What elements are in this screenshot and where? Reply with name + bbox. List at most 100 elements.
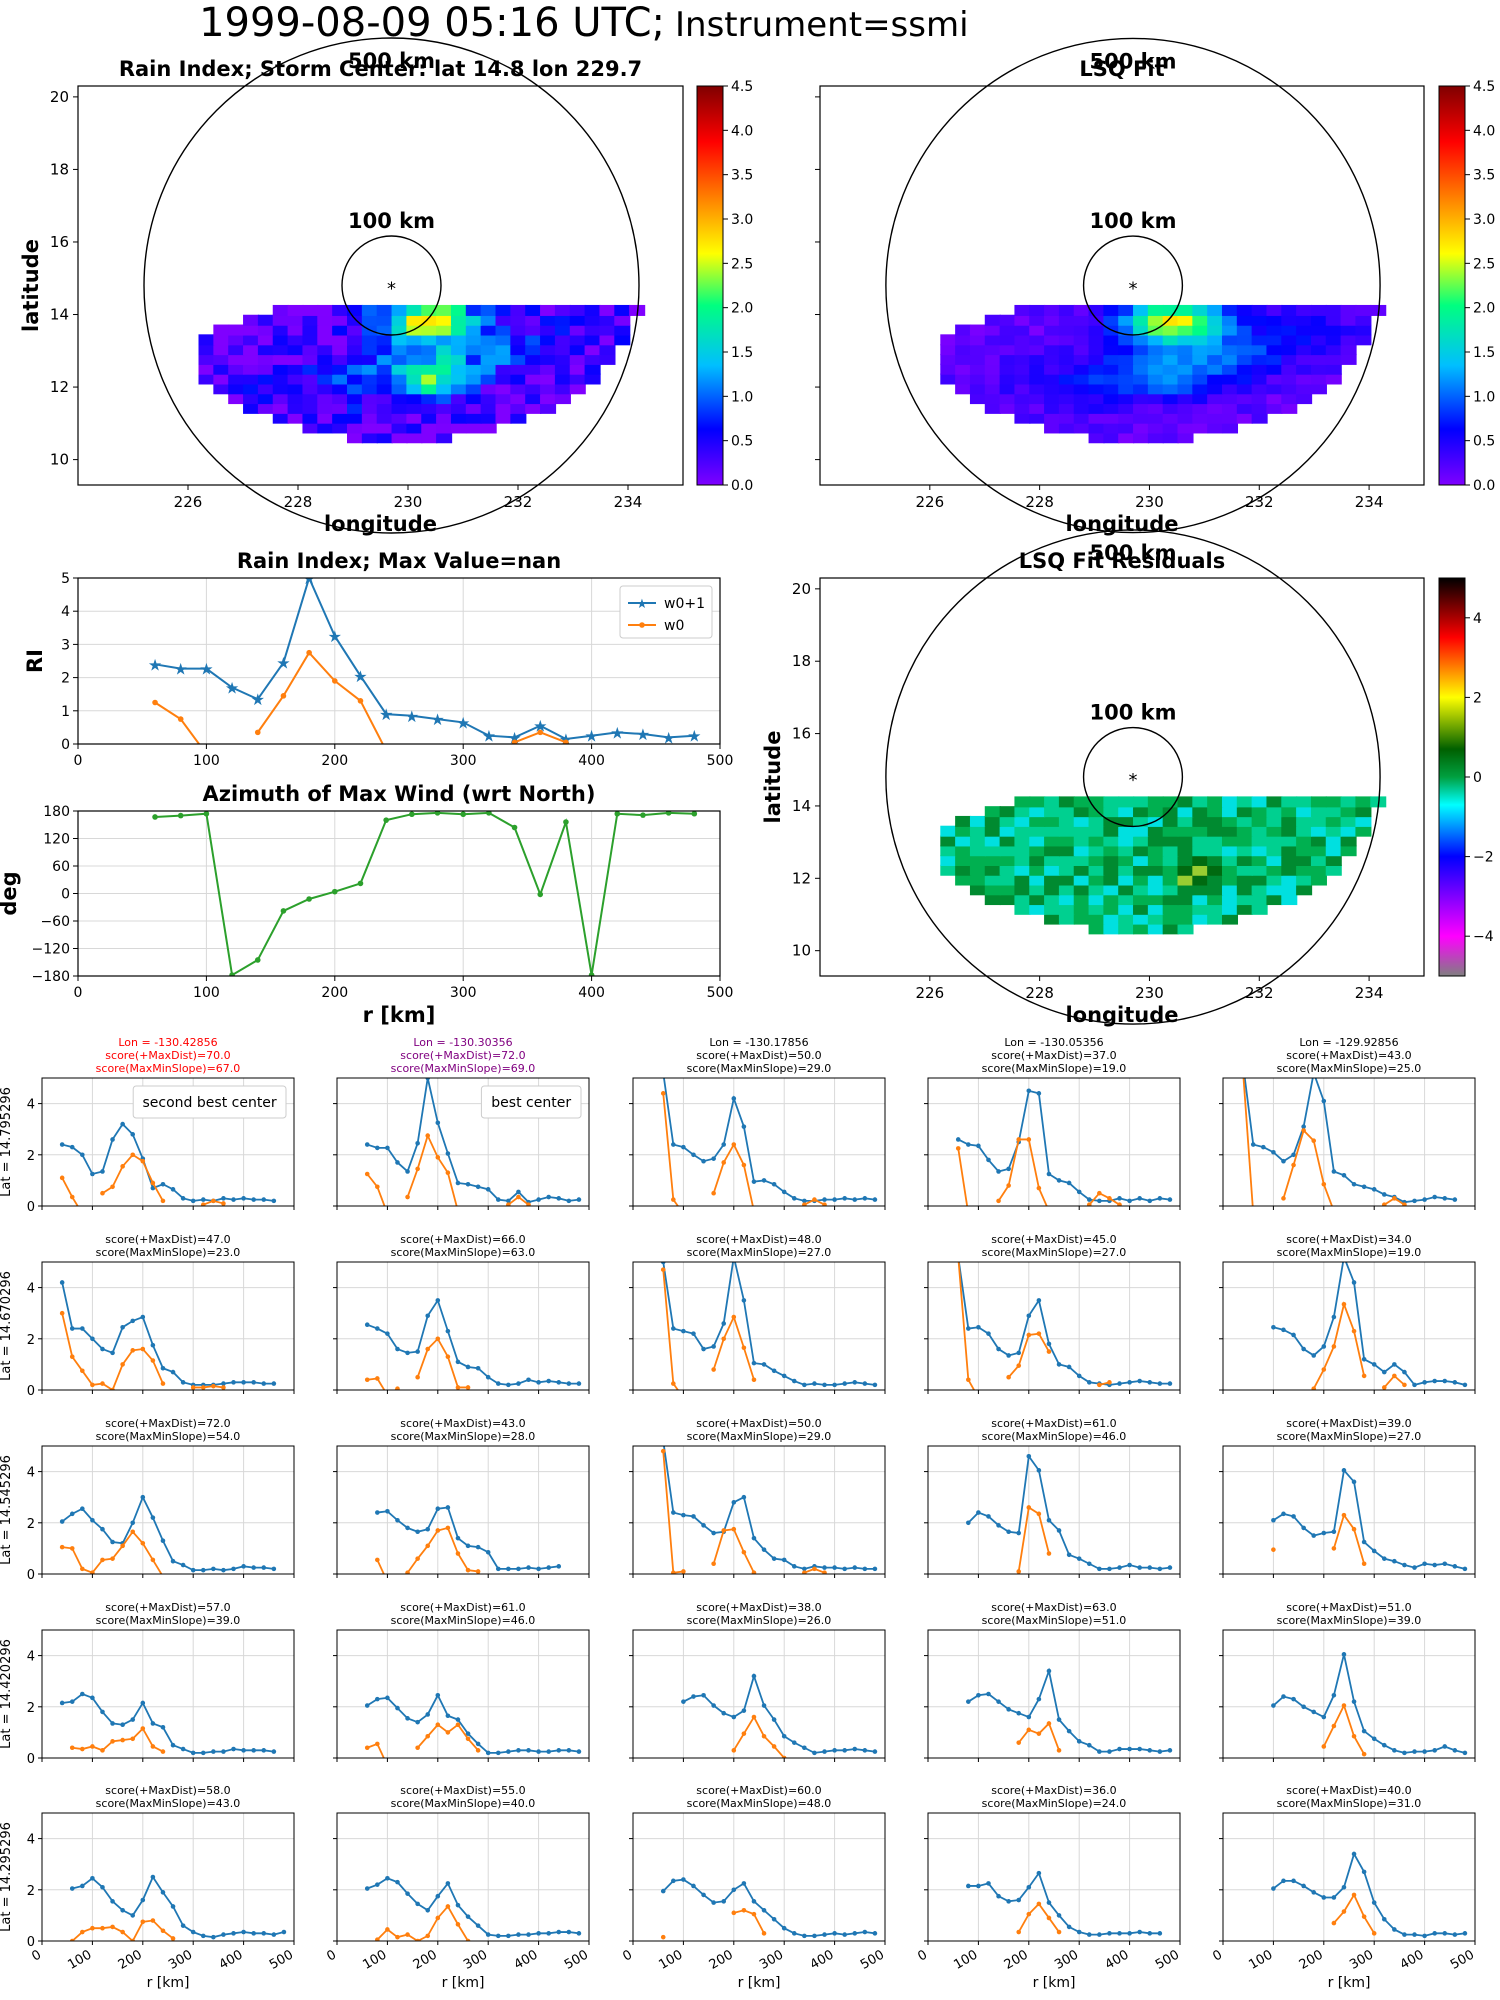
swath-pixel xyxy=(1044,393,1061,405)
data-point xyxy=(1016,1363,1022,1368)
swath-pixel xyxy=(1192,334,1209,346)
swath-pixel xyxy=(1014,412,1031,424)
swath-pixel xyxy=(1044,835,1061,847)
swath-pixel xyxy=(1281,864,1298,876)
colorbar-tick-label: 0.5 xyxy=(1473,434,1495,450)
swath-pixel xyxy=(1058,363,1075,375)
swath-pixel xyxy=(1192,402,1209,414)
swath-pixel xyxy=(1236,344,1253,356)
swath-pixel xyxy=(480,344,497,356)
data-point xyxy=(1016,1897,1022,1903)
data-point xyxy=(200,1750,206,1756)
gridlines xyxy=(336,1630,590,1759)
data-point xyxy=(495,1566,501,1572)
panel-title-line: score(MaxMinSlope)=23.0 xyxy=(96,1246,241,1259)
x-tick-label: 400 xyxy=(217,1947,246,1972)
swath-pixel xyxy=(1310,835,1327,847)
x-axis-label: longitude xyxy=(1065,512,1178,536)
data-point xyxy=(701,1692,706,1698)
data-point xyxy=(475,1365,481,1371)
swath-pixel xyxy=(1147,373,1164,385)
swath-pixel xyxy=(1029,835,1046,847)
swath-pixel xyxy=(1266,324,1283,336)
data-point xyxy=(1046,1668,1052,1674)
swath-pixel xyxy=(1029,324,1046,336)
data-point xyxy=(1381,1192,1387,1197)
data-point xyxy=(1137,1565,1142,1570)
swath-pixel xyxy=(347,334,364,346)
data-point xyxy=(1066,1728,1072,1734)
swath-pixel xyxy=(302,304,319,316)
swath-pixel xyxy=(1310,383,1327,395)
swath-pixel xyxy=(287,402,304,414)
swath-pixel xyxy=(525,383,542,395)
swath-pixel xyxy=(1029,903,1046,915)
swath-pixel xyxy=(1281,855,1298,866)
swath-pixel xyxy=(1251,874,1268,886)
series-line xyxy=(1272,1654,1466,1754)
data-point xyxy=(671,1381,676,1386)
swath-pixel xyxy=(1073,393,1090,405)
y-tick-label: 14 xyxy=(792,797,811,815)
swath-pixel xyxy=(1251,363,1268,375)
swath-pixel xyxy=(1266,894,1283,906)
swath-pixel xyxy=(1103,796,1120,808)
data-point xyxy=(130,1529,136,1535)
swath-pixel xyxy=(1177,913,1194,925)
data-point xyxy=(1281,1158,1286,1164)
data-point xyxy=(822,1197,827,1202)
data-point xyxy=(516,1566,521,1572)
data-point xyxy=(1157,1749,1163,1754)
data-point xyxy=(1086,1561,1092,1567)
swath-pixel xyxy=(302,422,319,434)
swath-pixel xyxy=(243,324,260,336)
swath-pixel xyxy=(1192,864,1209,876)
panel-title-line: score(MaxMinSlope)=69.0 xyxy=(391,1062,536,1075)
swath-pixel xyxy=(332,383,349,395)
data-point xyxy=(485,1549,491,1555)
swath-pixel xyxy=(332,334,349,346)
plot-area xyxy=(966,1667,1173,1754)
swath-pixel xyxy=(1058,825,1075,837)
grid-panel-r0-c1: Lon = -130.30356score(+MaxDist)=72.0scor… xyxy=(333,1036,590,1210)
series-orange xyxy=(375,1525,481,1574)
swath-pixel xyxy=(450,402,467,414)
swath-pixel xyxy=(1133,393,1150,405)
data-point xyxy=(1442,1931,1448,1936)
data-point xyxy=(1271,1547,1276,1552)
swath-pixel xyxy=(1162,402,1179,414)
data-point xyxy=(1086,1202,1092,1206)
swath-pixel xyxy=(984,815,1001,827)
swath-pixel xyxy=(1073,344,1090,356)
data-point xyxy=(110,1739,115,1744)
data-point xyxy=(1056,1362,1062,1367)
plot-area xyxy=(375,1505,562,1574)
data-point xyxy=(822,1202,827,1206)
plot-area xyxy=(59,1494,277,1574)
data-point xyxy=(872,1197,878,1202)
series-line xyxy=(1273,1262,1466,1386)
data-point xyxy=(721,1321,727,1326)
swath-pixel xyxy=(450,393,467,405)
swath-pixel xyxy=(495,344,512,356)
swath-pixel xyxy=(257,324,274,336)
panel-title-line: score(MaxMinSlope)=29.0 xyxy=(687,1062,832,1075)
swath-pixel xyxy=(302,402,319,414)
data-point xyxy=(671,1570,676,1574)
series-line xyxy=(1333,1513,1365,1565)
swath-pixel xyxy=(495,402,512,414)
swath-pixel xyxy=(984,334,1001,346)
swath-pixel xyxy=(376,324,393,336)
data-point xyxy=(842,1196,847,1201)
swath-pixel xyxy=(1073,815,1090,827)
data-point xyxy=(415,1349,420,1354)
swath-pixel xyxy=(1014,796,1031,808)
series-line xyxy=(1243,1078,1455,1204)
swath-pixel xyxy=(1251,304,1268,316)
swath-pixel xyxy=(1073,353,1090,365)
swath-pixel xyxy=(1340,825,1357,837)
swath-pixel xyxy=(1192,894,1209,906)
series-line xyxy=(1333,1893,1375,1934)
swath-pixel xyxy=(1044,344,1061,356)
swath-pixel xyxy=(257,334,274,346)
